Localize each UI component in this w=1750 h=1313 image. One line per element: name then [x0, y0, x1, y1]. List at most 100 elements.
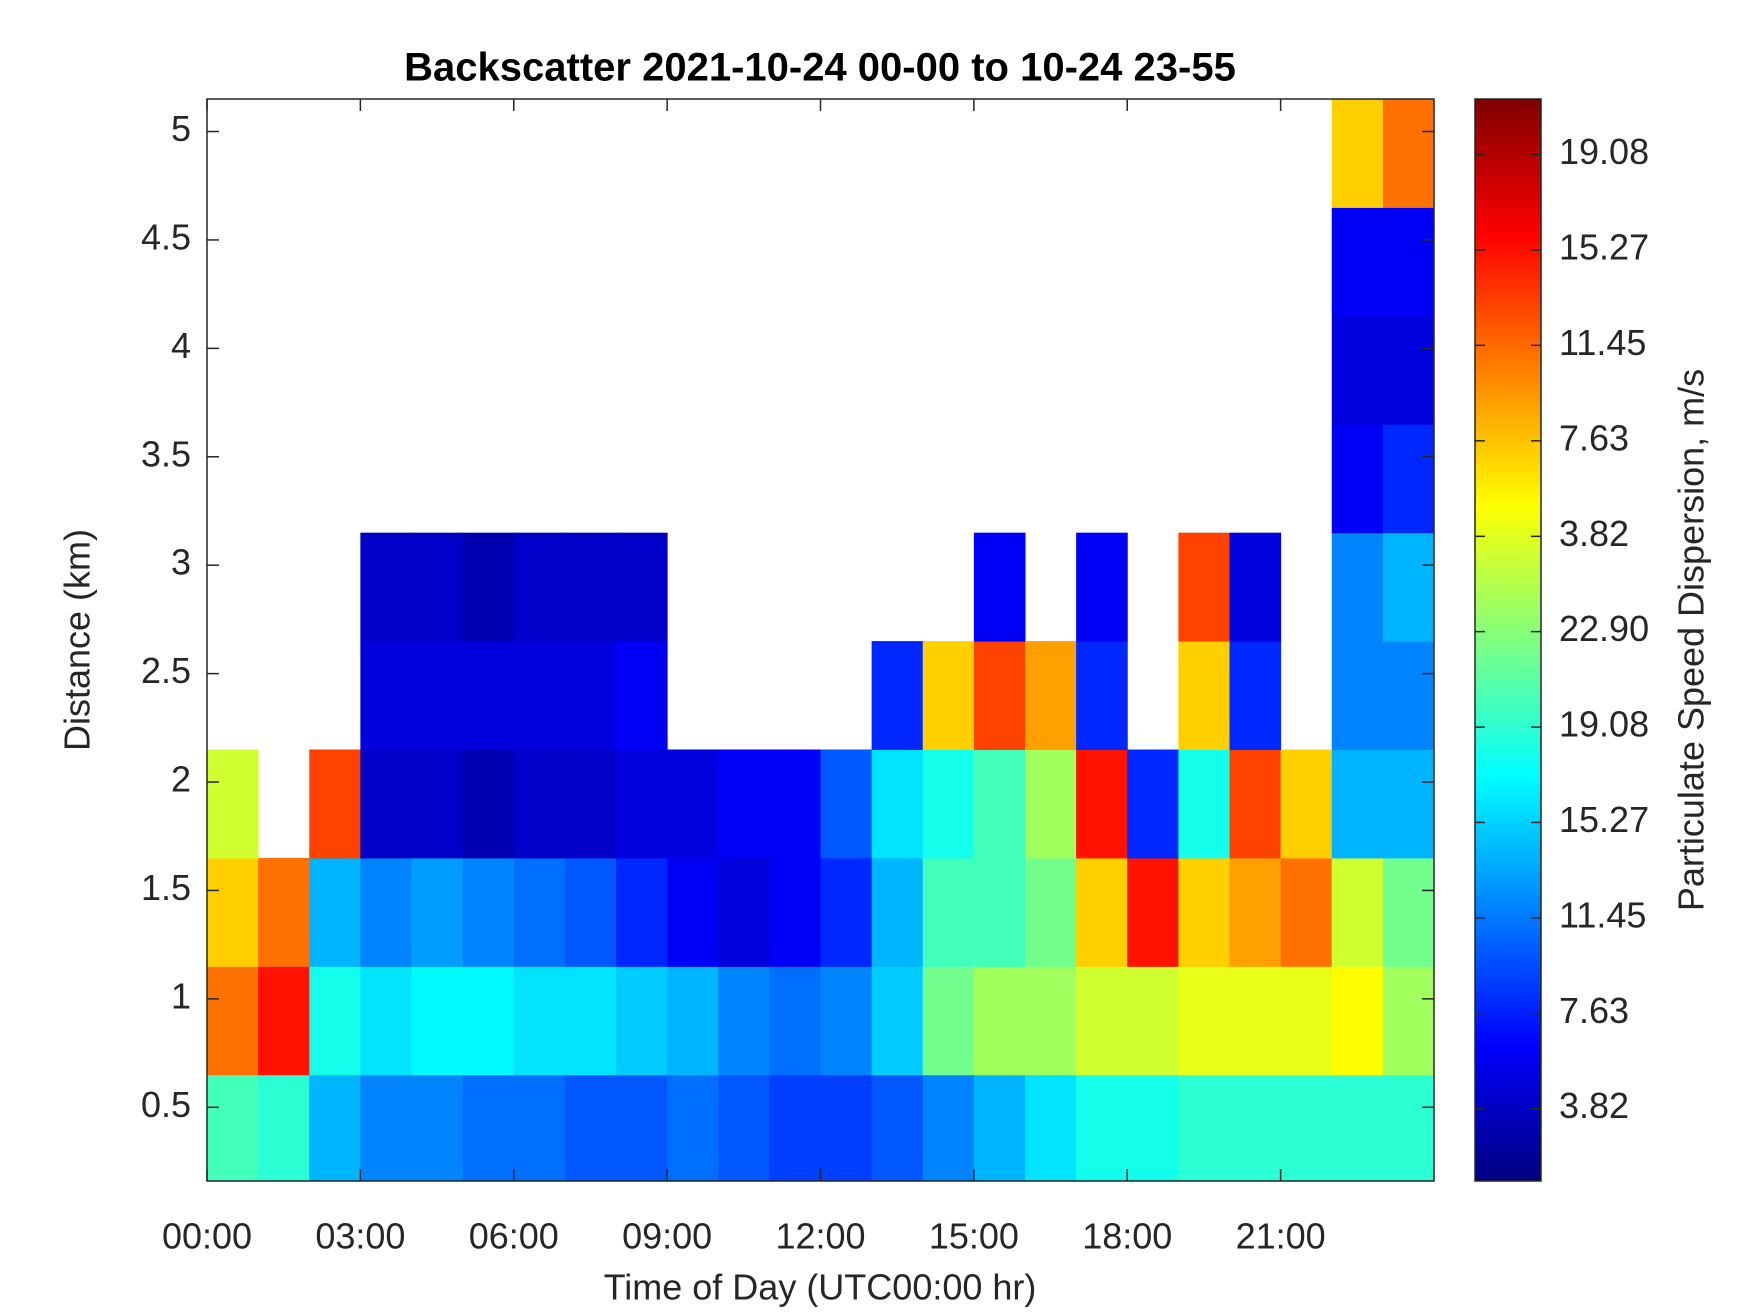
heat-cell: [207, 1074, 259, 1182]
heat-cell: [1025, 857, 1077, 967]
heat-cell: [769, 749, 821, 859]
heat-cell: [871, 966, 924, 1076]
heat-cell: [513, 857, 566, 967]
heat-cell: [667, 966, 719, 1076]
y-tick-label: 3: [171, 542, 191, 583]
x-tick-label: 03:00: [315, 1216, 405, 1257]
heat-cell: [1382, 966, 1435, 1076]
heat-cell: [360, 1074, 412, 1182]
heat-cell: [513, 1074, 566, 1182]
heat-cell: [462, 641, 515, 751]
heat-cell: [1331, 207, 1384, 317]
x-tick-label: 12:00: [775, 1216, 865, 1257]
y-tick-label: 2: [171, 759, 191, 800]
heat-cell: [360, 966, 412, 1076]
heat-cell: [1331, 532, 1384, 642]
heat-cell: [1331, 857, 1384, 967]
colorbar-tick-label: 15.27: [1559, 227, 1649, 268]
heat-cell: [513, 641, 566, 751]
y-tick-label: 2.5: [141, 650, 191, 691]
heat-cell: [207, 966, 259, 1076]
heat-cell: [1025, 1074, 1077, 1182]
heat-cell: [1076, 532, 1128, 642]
heat-cell: [462, 532, 515, 642]
heat-cell: [1076, 966, 1128, 1076]
heat-cell: [1382, 315, 1435, 425]
heat-cell: [922, 857, 975, 967]
heat-cell: [1382, 424, 1435, 534]
x-tick-label: 18:00: [1082, 1216, 1172, 1257]
heat-cell: [1178, 966, 1230, 1076]
heat-cell: [973, 532, 1026, 642]
heat-cell: [309, 1074, 361, 1182]
y-tick-label: 4.5: [141, 216, 191, 257]
heat-cell: [1025, 749, 1077, 859]
heat-cell: [1382, 532, 1435, 642]
heat-cell: [667, 1074, 719, 1182]
heat-cell: [411, 532, 464, 642]
heat-cell: [1229, 966, 1282, 1076]
heat-cell: [1025, 966, 1077, 1076]
heat-cell: [1178, 1074, 1230, 1182]
heat-cell: [564, 1074, 617, 1182]
heat-cell: [309, 749, 361, 859]
heat-cell: [973, 749, 1026, 859]
x-axis-label: Time of Day (UTC00:00 hr): [604, 1267, 1037, 1308]
heat-cell: [564, 532, 617, 642]
colorbar-tick-label: 19.08: [1559, 704, 1649, 745]
heat-cell: [820, 966, 873, 1076]
heat-cell: [462, 857, 515, 967]
heat-cell: [718, 749, 770, 859]
colorbar-label: Particulate Speed Dispersion, m/s: [1671, 369, 1712, 911]
heat-cell: [718, 1074, 770, 1182]
heat-cell: [667, 857, 719, 967]
heat-cell: [973, 1074, 1026, 1182]
heat-cell: [820, 1074, 873, 1182]
heat-cell: [1178, 532, 1230, 642]
heat-cell: [718, 857, 770, 967]
colorbar-tick-label: 11.45: [1559, 322, 1646, 363]
heat-cell: [1382, 749, 1435, 859]
y-tick-label: 1: [171, 975, 191, 1016]
heat-cell: [1127, 1074, 1179, 1182]
heat-cell: [411, 1074, 464, 1182]
y-tick-label: 0.5: [141, 1084, 191, 1125]
heat-cell: [616, 1074, 668, 1182]
y-tick-label: 3.5: [141, 433, 191, 474]
heat-cell: [360, 857, 412, 967]
heat-cell: [1382, 207, 1435, 317]
heat-cell: [922, 1074, 975, 1182]
heat-cell: [1382, 99, 1435, 208]
colorbar: [1474, 98, 1542, 1182]
y-axis-label: Distance (km): [57, 529, 98, 751]
heat-cell: [922, 966, 975, 1076]
heat-cell: [258, 857, 310, 967]
heat-cell: [1280, 966, 1333, 1076]
x-tick-label: 15:00: [929, 1216, 1019, 1257]
heat-cell: [616, 749, 668, 859]
heat-cell: [1331, 1074, 1384, 1182]
heat-cell: [1331, 641, 1384, 751]
heat-cell: [1178, 749, 1230, 859]
heat-cell: [564, 857, 617, 967]
heat-cell: [1076, 641, 1128, 751]
heat-cell: [1076, 749, 1128, 859]
heat-cell: [411, 966, 464, 1076]
heat-cell: [1382, 1074, 1435, 1182]
y-tick-label: 5: [171, 108, 191, 149]
heat-cell: [667, 749, 719, 859]
heat-cell: [309, 966, 361, 1076]
heat-cell: [411, 857, 464, 967]
heat-cell: [1076, 1074, 1128, 1182]
heat-cell: [360, 532, 412, 642]
x-tick-label: 21:00: [1236, 1216, 1326, 1257]
heat-cell: [1178, 641, 1230, 751]
chart-title: Backscatter 2021-10-24 00-00 to 10-24 23…: [404, 46, 1236, 90]
colorbar-tick-label: 7.63: [1559, 990, 1629, 1031]
heat-cell: [769, 1074, 821, 1182]
heat-cell: [922, 641, 975, 751]
heat-cell: [871, 857, 924, 967]
heat-cell: [258, 966, 310, 1076]
heat-cell: [616, 966, 668, 1076]
